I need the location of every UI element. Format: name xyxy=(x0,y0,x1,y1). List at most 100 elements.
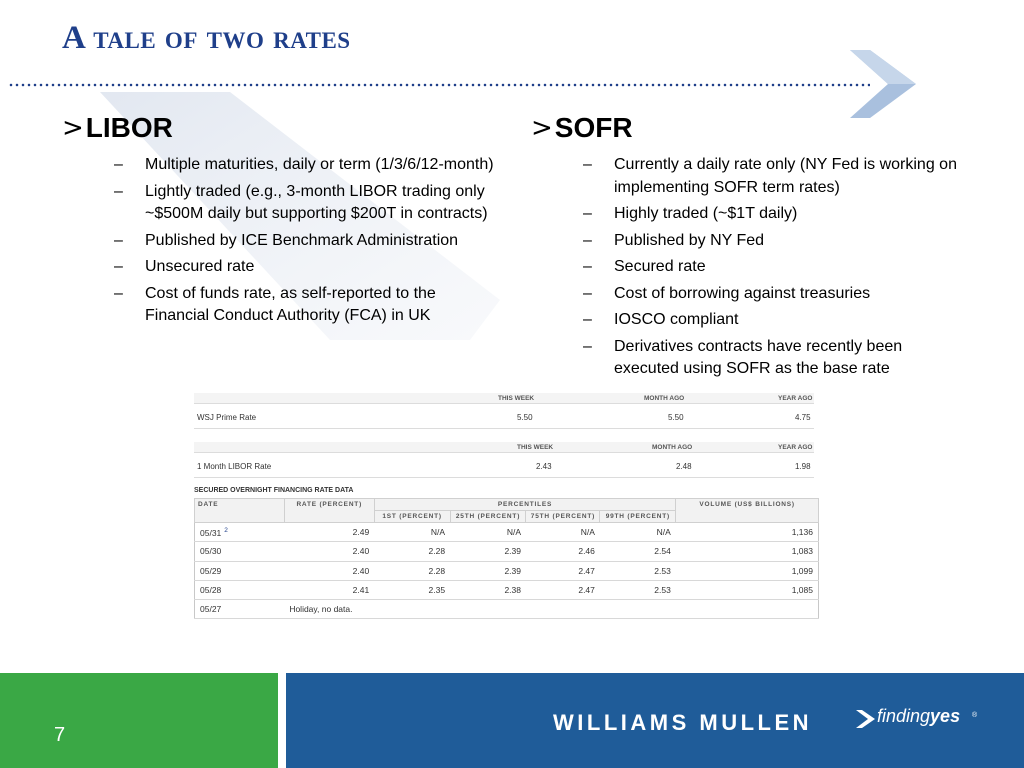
volume-cell: 1,099 xyxy=(675,561,819,581)
dash-icon: – xyxy=(114,182,123,200)
header-this-week: THIS WEEK xyxy=(517,444,554,451)
date-cell: 05/31 2 xyxy=(194,522,285,543)
dash-icon: – xyxy=(114,156,123,173)
p75-cell: 2.47 xyxy=(525,580,600,601)
p25-cell: N/A xyxy=(450,522,526,543)
list-item: – Currently a daily rate only (NY Fed is … xyxy=(583,156,957,196)
dash-icon: – xyxy=(114,284,123,302)
header-p75: 75TH (PERCENT) xyxy=(525,510,601,523)
date-cell: 05/29 xyxy=(194,561,285,581)
header-month-ago: MONTH AGO xyxy=(644,395,685,402)
background-chevron-watermark xyxy=(100,92,500,340)
header-rate: RATE (PERCENT) xyxy=(283,498,375,523)
footer-green-band xyxy=(0,673,278,768)
list-item: – Unsecured rate xyxy=(114,256,502,279)
list-item: – IOSCO compliant xyxy=(583,309,971,332)
p25-cell: 2.38 xyxy=(450,580,526,601)
footnote-link[interactable]: 2 xyxy=(224,526,228,534)
arrow-marker-icon: > xyxy=(62,113,84,143)
list-item: – Published by ICE Benchmark Administrati… xyxy=(114,230,502,253)
sofr-bullet-list: – Currently a daily rate only (NY Fed is … xyxy=(583,154,971,381)
rate-cell: 2.40 xyxy=(284,561,375,581)
table-row: 05/28 2.41 2.35 2.38 2.47 2.53 1,085 xyxy=(194,580,819,601)
p99-cell: 2.53 xyxy=(599,561,676,581)
table-row: 05/31 2 2.49 N/A N/A N/A N/A 1,136 xyxy=(194,522,819,543)
sofr-data-table: DATE RATE (PERCENT) PERCENTILES VOLUME (… xyxy=(194,498,819,620)
header-this-week: THIS WEEK xyxy=(498,395,535,402)
month-ago-value: 2.48 xyxy=(676,462,692,471)
list-item: – Secured rate xyxy=(583,256,971,279)
rate-cell: 2.49 xyxy=(284,522,375,543)
rate-cell: 2.41 xyxy=(284,580,375,601)
libor-rate-table: THIS WEEK MONTH AGO YEAR AGO 1 Month LIB… xyxy=(194,442,814,478)
year-ago-value: 1.98 xyxy=(795,462,811,471)
table-row: 05/27 Holiday, no data. xyxy=(194,599,819,620)
header-p1: 1ST (PERCENT) xyxy=(373,510,451,523)
sofr-heading-text: SOFR xyxy=(554,112,633,143)
dash-icon: – xyxy=(583,284,592,302)
list-item: – Highly traded (~$1T daily) xyxy=(583,203,971,226)
table-row: 05/29 2.40 2.28 2.39 2.47 2.53 1,099 xyxy=(194,561,819,581)
dash-icon: – xyxy=(583,205,592,222)
header-date: DATE xyxy=(194,498,285,523)
page-number: 7 xyxy=(54,724,66,746)
list-item: – Lightly traded (e.g., 3-month LIBOR tra… xyxy=(114,182,488,223)
header-volume: VOLUME (US$ BILLIONS) xyxy=(675,498,819,523)
month-ago-value: 5.50 xyxy=(668,413,684,422)
header-p99: 99TH (PERCENT) xyxy=(599,510,677,523)
dash-icon: – xyxy=(114,231,123,249)
header-percentiles: PERCENTILES xyxy=(373,498,677,511)
prime-rate-table: THIS WEEK MONTH AGO YEAR AGO WSJ Prime R… xyxy=(194,393,814,431)
holiday-note: Holiday, no data. xyxy=(284,599,819,620)
libor-bullet-list: – Multiple maturities, daily or term (1/3… xyxy=(114,154,502,328)
brand-tagline: findingyes xyxy=(877,706,961,726)
rate-label: 1 Month LIBOR Rate xyxy=(197,462,272,471)
slide-title: A tale of two rates xyxy=(62,20,351,56)
brand-logo-text: WILLIAMS MULLEN xyxy=(553,710,813,735)
chevron-arrow-icon xyxy=(850,50,916,118)
rate-label: WSJ Prime Rate xyxy=(197,413,257,422)
header-year-ago: YEAR AGO xyxy=(778,395,813,402)
dash-icon: – xyxy=(583,156,592,173)
p1-cell: 2.28 xyxy=(374,541,451,562)
footer-blue-band xyxy=(286,673,1024,768)
sofr-heading: > SOFR xyxy=(531,112,971,144)
p99-cell: N/A xyxy=(599,522,676,543)
year-ago-value: 4.75 xyxy=(795,413,811,422)
p1-cell: 2.35 xyxy=(374,580,451,601)
list-item: – Multiple maturities, daily or term (1/3… xyxy=(114,154,502,177)
date-cell: 05/28 xyxy=(194,580,285,601)
header-year-ago: YEAR AGO xyxy=(778,444,813,451)
p25-cell: 2.39 xyxy=(450,561,526,581)
list-item: – Derivatives contracts have recently bee… xyxy=(583,337,903,378)
libor-column: > LIBOR – Multiple maturities, daily or t… xyxy=(62,112,502,332)
dash-icon: – xyxy=(583,231,592,249)
p1-cell: N/A xyxy=(374,522,451,543)
p25-cell: 2.39 xyxy=(450,541,526,562)
volume-cell: 1,085 xyxy=(675,580,819,601)
list-item: – Cost of funds rate, as self-reported to… xyxy=(114,284,436,325)
libor-heading-text: LIBOR xyxy=(85,112,173,143)
libor-rate-header: THIS WEEK MONTH AGO YEAR AGO xyxy=(194,442,814,453)
p1-cell: 2.28 xyxy=(374,561,451,581)
list-item: – Published by NY Fed xyxy=(583,230,971,253)
table-row: 1 Month LIBOR Rate 2.43 2.48 1.98 xyxy=(194,456,814,478)
dash-icon: – xyxy=(583,258,592,275)
p75-cell: N/A xyxy=(525,522,600,543)
volume-cell: 1,083 xyxy=(675,541,819,562)
this-week-value: 5.50 xyxy=(517,413,533,422)
sofr-column: > SOFR – Currently a daily rate only (NY … xyxy=(531,112,971,385)
prime-rate-header: THIS WEEK MONTH AGO YEAR AGO xyxy=(194,393,814,404)
brand-chevron-icon xyxy=(856,710,875,728)
sofr-table-title: SECURED OVERNIGHT FINANCING RATE DATA xyxy=(194,487,354,494)
date-cell: 05/30 xyxy=(194,541,285,562)
dotted-divider xyxy=(8,83,870,87)
arrow-marker-icon: > xyxy=(531,113,553,143)
table-row: 05/30 2.40 2.28 2.39 2.46 2.54 1,083 xyxy=(194,541,819,562)
header-p25: 25TH (PERCENT) xyxy=(449,510,527,523)
list-item: – Cost of borrowing against treasuries xyxy=(583,283,971,306)
p99-cell: 2.53 xyxy=(599,580,676,601)
libor-heading: > LIBOR xyxy=(62,112,502,144)
volume-cell: 1,136 xyxy=(675,522,819,543)
table-row: WSJ Prime Rate 5.50 5.50 4.75 xyxy=(194,407,814,429)
